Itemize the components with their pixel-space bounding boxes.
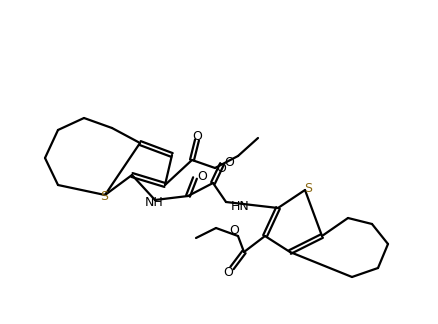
Text: O: O xyxy=(224,156,234,169)
Text: O: O xyxy=(223,265,233,279)
Text: O: O xyxy=(229,225,239,237)
Text: O: O xyxy=(192,131,202,144)
Text: HN: HN xyxy=(231,200,250,213)
Text: S: S xyxy=(304,181,312,194)
Text: O: O xyxy=(216,161,226,175)
Text: NH: NH xyxy=(145,196,163,210)
Text: O: O xyxy=(197,170,207,183)
Text: S: S xyxy=(100,190,108,202)
